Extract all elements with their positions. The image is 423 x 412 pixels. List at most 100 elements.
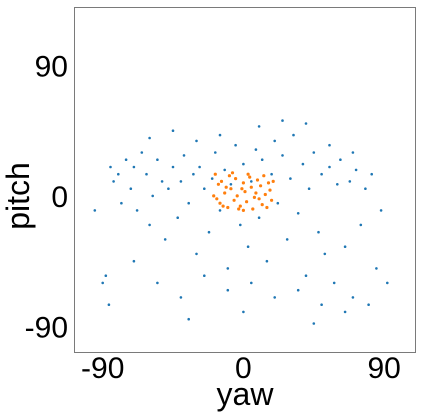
point-s0-87: [257, 125, 261, 128]
point-s0-6: [124, 158, 128, 161]
point-s0-63: [348, 180, 352, 183]
point-s0-53: [307, 187, 311, 190]
point-s0-20: [179, 180, 183, 183]
point-s0-23: [192, 172, 195, 176]
point-s0-12: [148, 223, 151, 227]
point-s0-61: [339, 158, 342, 161]
point-s1-3: [219, 179, 224, 183]
point-s0-49: [292, 133, 295, 137]
point-s0-34: [234, 143, 237, 147]
x-tick-label: 0: [235, 352, 252, 385]
point-s1-24: [263, 192, 267, 197]
point-s0-62: [343, 245, 347, 248]
point-s0-28: [210, 177, 214, 180]
point-s0-24: [195, 252, 198, 256]
point-s0-11: [145, 172, 148, 176]
point-s0-2: [109, 165, 112, 169]
point-s1-15: [248, 175, 252, 179]
point-s0-88: [281, 119, 284, 122]
point-s0-65: [354, 168, 358, 172]
point-s0-17: [167, 187, 170, 190]
point-s1-33: [237, 207, 241, 211]
point-s0-9: [135, 209, 139, 212]
y-axis-label: pitch: [0, 162, 36, 230]
x-tick-label: -90: [81, 352, 124, 385]
point-s1-25: [265, 205, 269, 210]
point-s1-5: [226, 205, 230, 210]
point-s0-27: [207, 230, 211, 234]
x-tick-labels: -90 0 90: [81, 352, 401, 385]
point-s0-32: [226, 267, 230, 270]
point-s1-27: [268, 188, 272, 192]
point-s0-57: [323, 252, 327, 256]
point-s1-22: [260, 203, 264, 207]
point-s0-96: [312, 322, 316, 325]
point-s0-58: [328, 165, 331, 169]
point-s1-19: [255, 178, 260, 182]
point-s1-4: [223, 191, 227, 195]
point-s1-38: [212, 194, 216, 198]
point-s0-13: [151, 194, 154, 198]
point-s0-56: [320, 172, 323, 176]
point-s0-14: [156, 158, 159, 161]
point-s0-18: [171, 165, 175, 169]
point-s0-5: [120, 201, 123, 205]
point-s0-55: [317, 230, 320, 234]
point-s0-69: [370, 172, 374, 176]
point-s0-29: [214, 151, 217, 154]
point-s0-79: [273, 296, 277, 299]
point-s0-38: [250, 180, 253, 183]
point-s0-86: [218, 133, 222, 137]
point-s1-10: [235, 194, 239, 198]
point-s0-91: [351, 151, 355, 154]
point-s1-21: [259, 184, 263, 188]
point-s1-13: [243, 190, 247, 194]
point-s0-54: [312, 151, 316, 154]
point-s0-16: [163, 238, 167, 241]
point-s0-31: [223, 168, 226, 172]
point-s1-30: [221, 204, 225, 208]
point-s0-36: [242, 162, 245, 166]
y-tick-label: 90: [35, 51, 68, 84]
point-s1-23: [262, 174, 266, 178]
point-s1-26: [266, 181, 271, 185]
point-s1-0: [213, 172, 217, 176]
point-s0-95: [187, 317, 190, 321]
point-s1-16: [249, 185, 253, 189]
point-s0-26: [203, 187, 206, 190]
point-s0-70: [375, 267, 378, 270]
point-s0-73: [132, 259, 136, 263]
point-s0-66: [359, 223, 363, 227]
point-s1-34: [246, 172, 250, 176]
point-s0-83: [148, 136, 151, 140]
point-s0-59: [332, 281, 336, 285]
point-s1-31: [224, 185, 228, 189]
point-s0-41: [260, 158, 264, 161]
point-s0-81: [320, 303, 323, 307]
point-s0-48: [289, 177, 292, 180]
point-s0-35: [239, 223, 242, 227]
point-s1-28: [270, 198, 274, 202]
point-s0-71: [379, 209, 383, 212]
point-s0-45: [276, 201, 280, 205]
point-s0-43: [270, 172, 273, 176]
point-s0-93: [386, 281, 389, 285]
point-s0-64: [351, 296, 355, 299]
point-s0-76: [203, 274, 206, 278]
point-s0-50: [296, 212, 300, 215]
point-s0-46: [281, 154, 284, 157]
point-s0-47: [285, 238, 289, 241]
point-s0-3: [112, 180, 115, 183]
point-s0-0: [101, 281, 104, 285]
point-s0-1: [104, 274, 108, 278]
point-s0-77: [226, 288, 230, 292]
point-s0-8: [132, 165, 136, 169]
point-s0-37: [246, 245, 250, 248]
point-s0-52: [304, 274, 308, 278]
point-s0-85: [195, 139, 198, 143]
point-s1-1: [216, 182, 220, 186]
point-s1-6: [227, 174, 231, 178]
point-s1-9: [234, 177, 238, 181]
point-s1-29: [215, 197, 219, 201]
